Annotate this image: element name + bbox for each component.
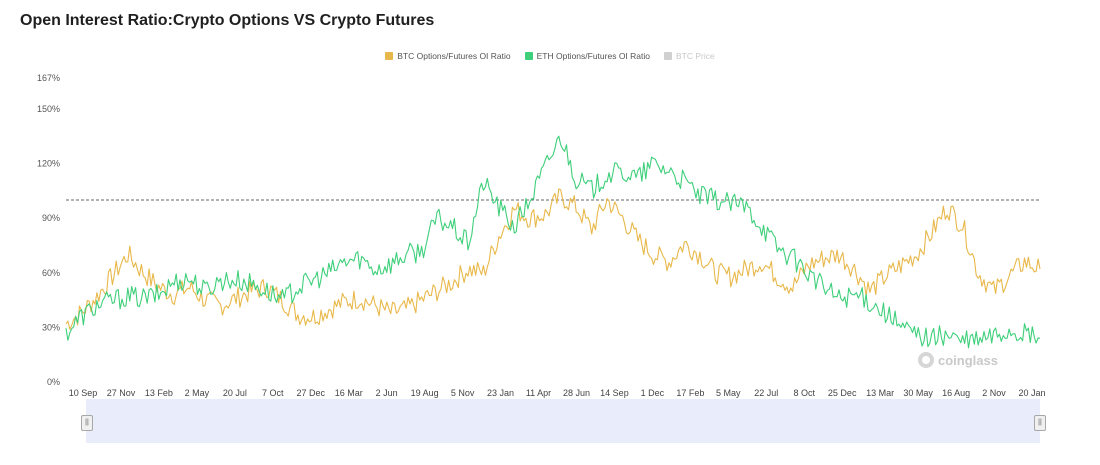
x-tick-label: 22 Jul (754, 388, 778, 398)
y-tick-label: 60% (42, 268, 60, 278)
x-tick-label: 16 Aug (942, 388, 970, 398)
chart-title: Open Interest Ratio:Crypto Options VS Cr… (20, 12, 435, 29)
watermark-text: coinglass (938, 352, 998, 368)
y-tick-label: 120% (37, 159, 60, 169)
x-tick-label: 20 Jul (223, 388, 247, 398)
chart-legend: BTC Options/Futures OI Ratio ETH Options… (0, 51, 1100, 61)
x-tick-label: 28 Jun (563, 388, 590, 398)
navigator-left-handle-icon[interactable]: || (81, 415, 93, 431)
watermark: coinglass (918, 352, 998, 368)
navigator-right-handle-icon[interactable]: || (1034, 415, 1046, 431)
legend-item-eth[interactable]: ETH Options/Futures OI Ratio (524, 51, 650, 61)
y-tick-label: 30% (42, 322, 60, 332)
y-tick-label: 150% (37, 104, 60, 114)
line-chart: 0% 30% 60% 90% 120% 150% 167% 10 Sep 27 Nov 13 F… (37, 73, 1046, 398)
x-tick-label: 27 Nov (107, 388, 136, 398)
y-tick-label: 0% (47, 377, 60, 387)
legend-item-btc-price[interactable]: BTC Price (664, 51, 715, 61)
x-tick-label: 17 Feb (676, 388, 704, 398)
x-tick-label: 19 Aug (411, 388, 439, 398)
legend-label-btc-price: BTC Price (676, 51, 715, 61)
legend-label-eth: ETH Options/Futures OI Ratio (536, 51, 650, 61)
x-tick-label: 13 Feb (145, 388, 173, 398)
legend-swatch-btc-price (664, 52, 672, 60)
series-layer (65, 135, 1041, 349)
x-tick-label: 14 Sep (600, 388, 629, 398)
y-tick-label: 167% (37, 73, 60, 83)
legend-swatch-btc (385, 52, 394, 60)
x-tick-label: 5 Nov (451, 388, 475, 398)
coinglass-logo-icon (918, 352, 934, 368)
btc-ratio-series-line[interactable] (65, 188, 1041, 330)
x-tick-label: 27 Dec (296, 388, 325, 398)
x-tick-label: 13 Mar (866, 388, 894, 398)
range-navigator[interactable] (86, 399, 1040, 443)
x-tick-label: 16 Mar (335, 388, 363, 398)
y-axis: 0% 30% 60% 90% 120% 150% 167% (37, 73, 60, 387)
legend-label-btc: BTC Options/Futures OI Ratio (397, 51, 511, 61)
x-tick-label: 2 Jun (376, 388, 398, 398)
x-tick-label: 30 May (903, 388, 933, 398)
x-tick-label: 23 Jan (487, 388, 514, 398)
x-tick-label: 10 Sep (69, 388, 98, 398)
x-axis: 10 Sep 27 Nov 13 Feb 2 May 20 Jul 7 Oct 27 Dec… (69, 388, 1046, 398)
x-tick-label: 5 May (716, 388, 741, 398)
x-tick-label: 20 Jan (1018, 388, 1045, 398)
x-tick-label: 1 Dec (641, 388, 665, 398)
x-tick-label: 7 Oct (262, 388, 284, 398)
x-tick-label: 25 Dec (828, 388, 857, 398)
eth-ratio-series-line[interactable] (65, 135, 1041, 349)
x-tick-label: 11 Apr (526, 388, 551, 398)
legend-swatch-eth (524, 52, 533, 60)
x-tick-label: 8 Oct (793, 388, 815, 398)
legend-item-btc[interactable]: BTC Options/Futures OI Ratio (385, 51, 511, 61)
x-tick-label: 2 Nov (982, 388, 1006, 398)
y-tick-label: 90% (42, 213, 60, 223)
x-tick-label: 2 May (185, 388, 210, 398)
